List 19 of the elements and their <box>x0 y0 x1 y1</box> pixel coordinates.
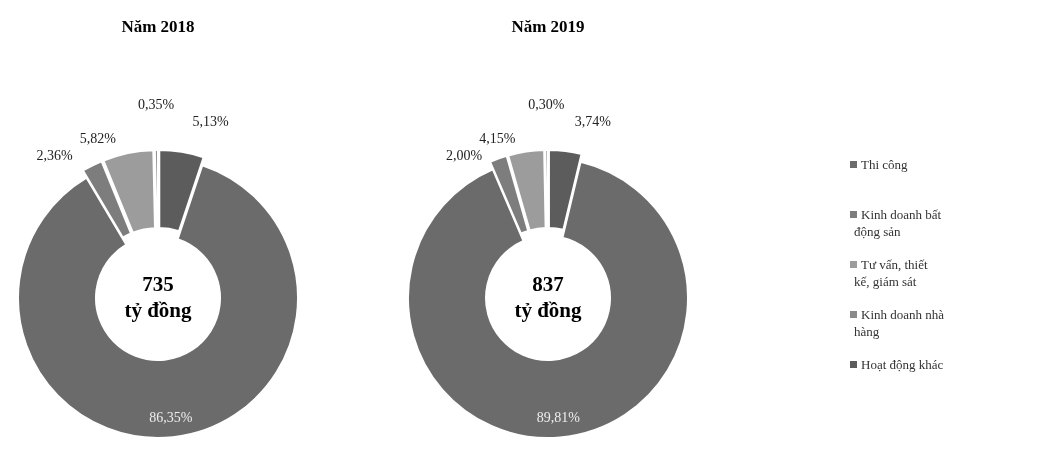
legend-label: Tư vấn, thiết kế, giám sát <box>854 256 928 289</box>
legend-label: Kinh doanh nhà hàng <box>854 306 945 339</box>
data-label: 4,15% <box>479 131 516 147</box>
data-label: 86,35% <box>149 409 193 425</box>
chart-title: Năm 2018 <box>121 17 195 36</box>
data-label: 3,74% <box>574 114 612 130</box>
legend-label: Hoạt động khác <box>861 356 944 372</box>
text: 735 tỷ đồng <box>124 271 193 322</box>
data-label: 2,36% <box>36 148 74 164</box>
legend-label: Kinh doanh bất động sản <box>854 206 942 239</box>
chart-title: Năm 2019 <box>511 17 585 36</box>
data-label: 5,13% <box>192 114 230 130</box>
data-label: 0,35% <box>137 97 175 113</box>
data-label: 89,81% <box>536 409 581 425</box>
text: 837 tỷ đồng <box>514 271 583 322</box>
data-label: 5,82% <box>79 131 117 147</box>
legend-label: Thi công <box>861 156 909 172</box>
data-label: 0,30% <box>528 97 565 113</box>
data-label: 2,00% <box>446 148 483 164</box>
